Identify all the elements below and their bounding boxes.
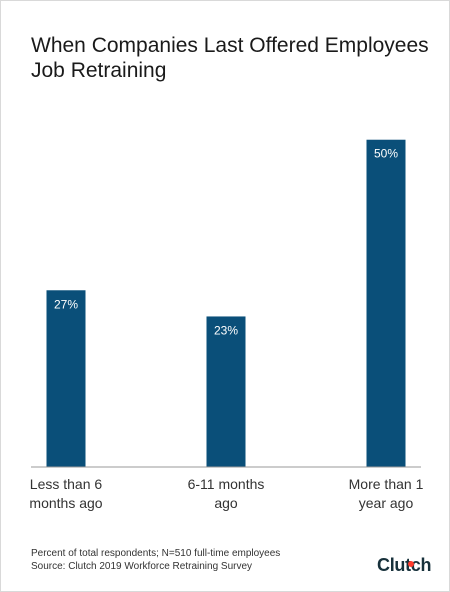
logo-dot-icon	[408, 561, 414, 567]
clutch-logo: Clutch	[377, 555, 432, 575]
bar-2	[206, 316, 246, 467]
category-label-1-line-2: months ago	[29, 495, 102, 511]
bar-1	[46, 290, 86, 467]
bar-value-label-1: 27%	[54, 297, 78, 311]
category-label-2-line-1: 6-11 months	[188, 476, 265, 492]
bar-value-label-2: 23%	[214, 323, 238, 337]
bar-chart: 27% Less than 6 months ago 23% 6-11 months ag…	[29, 139, 424, 511]
bar-3	[366, 139, 406, 467]
footnote-sample: Percent of total respondents; N=510 full…	[31, 548, 281, 559]
bar-value-label-3: 50%	[374, 147, 398, 161]
category-label-1-line-1: Less than 6	[30, 476, 103, 492]
footnote-source: Source: Clutch 2019 Workforce Retraining…	[31, 561, 253, 572]
category-label-3-line-1: More than 1	[349, 476, 424, 492]
category-label-2-line-2: ago	[214, 495, 238, 511]
category-label-3-line-2: year ago	[359, 495, 414, 511]
chart-title: When Companies Last Offered Employees Jo…	[31, 34, 429, 82]
